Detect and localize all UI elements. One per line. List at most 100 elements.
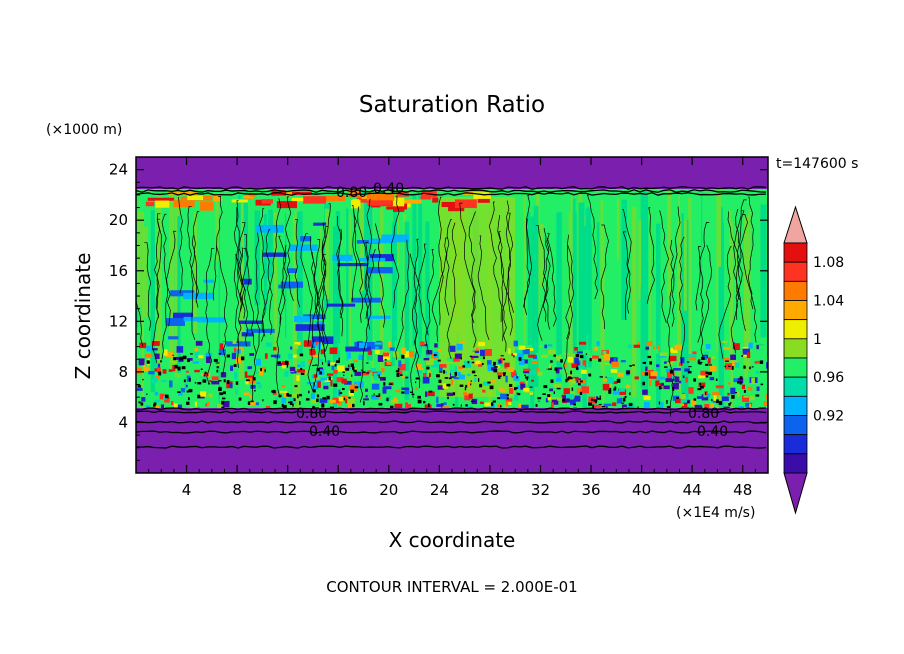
field-streak (335, 211, 341, 358)
field-patch (326, 303, 356, 307)
contour-line (695, 222, 710, 311)
field-patch (273, 400, 277, 405)
field-patch (159, 388, 166, 393)
field-patch (425, 391, 428, 397)
contour-line (535, 225, 550, 330)
colorbar: 1.08 1.04 1 0.96 0.92 (783, 205, 844, 515)
field-patch (415, 377, 420, 380)
field-patch (612, 391, 620, 395)
field-patch (324, 378, 333, 383)
field-patch (503, 373, 506, 377)
plot-area (136, 157, 768, 473)
field-patch (366, 362, 369, 364)
field-patch (505, 398, 513, 402)
x-tick-label: 48 (733, 481, 752, 499)
field-patch (395, 370, 400, 373)
field-patch (551, 398, 559, 405)
field-patch (477, 342, 486, 347)
field-patch (345, 368, 350, 371)
field-patch (507, 368, 514, 373)
field-streak (716, 194, 719, 352)
field-patch (254, 389, 256, 392)
field-patch (275, 397, 278, 403)
contour-line (353, 210, 364, 323)
field-patch (225, 367, 233, 375)
field-patch (338, 397, 345, 402)
field-patch (681, 393, 686, 399)
field-patch (605, 376, 607, 378)
field-patch (475, 360, 481, 365)
field-patch (701, 394, 709, 401)
field-streak (718, 187, 722, 267)
field-patch (322, 397, 327, 400)
field-patch (469, 355, 472, 358)
field-patch (730, 354, 736, 360)
field-patch (292, 403, 294, 407)
field-patch (513, 352, 517, 356)
field-patch (216, 366, 219, 369)
field-patch (472, 350, 479, 354)
field-patch (727, 392, 730, 396)
field-patch (316, 368, 320, 372)
field-patch (737, 406, 745, 409)
field-patch (354, 386, 359, 389)
contour-label: 0.80 (336, 185, 367, 201)
field-patch (313, 382, 315, 386)
field-patch (620, 360, 626, 363)
field-patch (382, 386, 387, 394)
field-patch (222, 391, 226, 395)
field-patch (315, 321, 324, 325)
field-patch (604, 362, 610, 365)
field-patch (304, 342, 323, 347)
field-patch (524, 391, 533, 394)
field-patch (160, 404, 164, 409)
contour-line (497, 215, 513, 336)
field-patch (515, 350, 523, 353)
field-patch (221, 397, 226, 400)
contour-line (730, 208, 743, 354)
field-patch (734, 391, 737, 394)
field-patch (536, 352, 539, 360)
field-patch (402, 370, 409, 376)
contour-line (425, 248, 435, 354)
field-patch (487, 360, 492, 366)
field-patch (698, 375, 705, 379)
field-patch (548, 349, 556, 355)
field-patch (522, 348, 530, 355)
field-patch (397, 367, 400, 372)
field-patch (226, 354, 230, 358)
field-patch (737, 390, 740, 397)
field-patch (415, 381, 417, 384)
field-patch (352, 199, 360, 208)
field-patch (432, 197, 439, 203)
field-patch (578, 365, 585, 369)
field-streak (292, 216, 296, 409)
field-patch (545, 397, 549, 403)
field-patch (165, 352, 174, 358)
field-patch (194, 369, 200, 373)
field-patch (417, 395, 421, 399)
field-patch (333, 383, 338, 387)
field-patch (247, 377, 256, 384)
field-streak (688, 212, 692, 332)
field-patch (616, 379, 621, 383)
contour-line (468, 211, 477, 348)
field-patch (618, 388, 625, 392)
field-patch (765, 394, 768, 400)
field-patch (182, 355, 187, 360)
field-patch (200, 368, 203, 371)
field-patch (471, 361, 475, 364)
contour-line (187, 205, 198, 303)
field-patch (526, 378, 528, 381)
field-patch (326, 373, 334, 376)
field-patch (203, 279, 214, 283)
field-patch (367, 200, 392, 206)
field-patch (687, 401, 689, 404)
y-tick-label: 20 (109, 211, 128, 229)
field-patch (748, 342, 753, 349)
field-patch (724, 358, 730, 362)
field-patch (312, 405, 315, 409)
field-patch (747, 386, 753, 391)
field-patch (696, 396, 705, 399)
field-patch (221, 406, 225, 408)
